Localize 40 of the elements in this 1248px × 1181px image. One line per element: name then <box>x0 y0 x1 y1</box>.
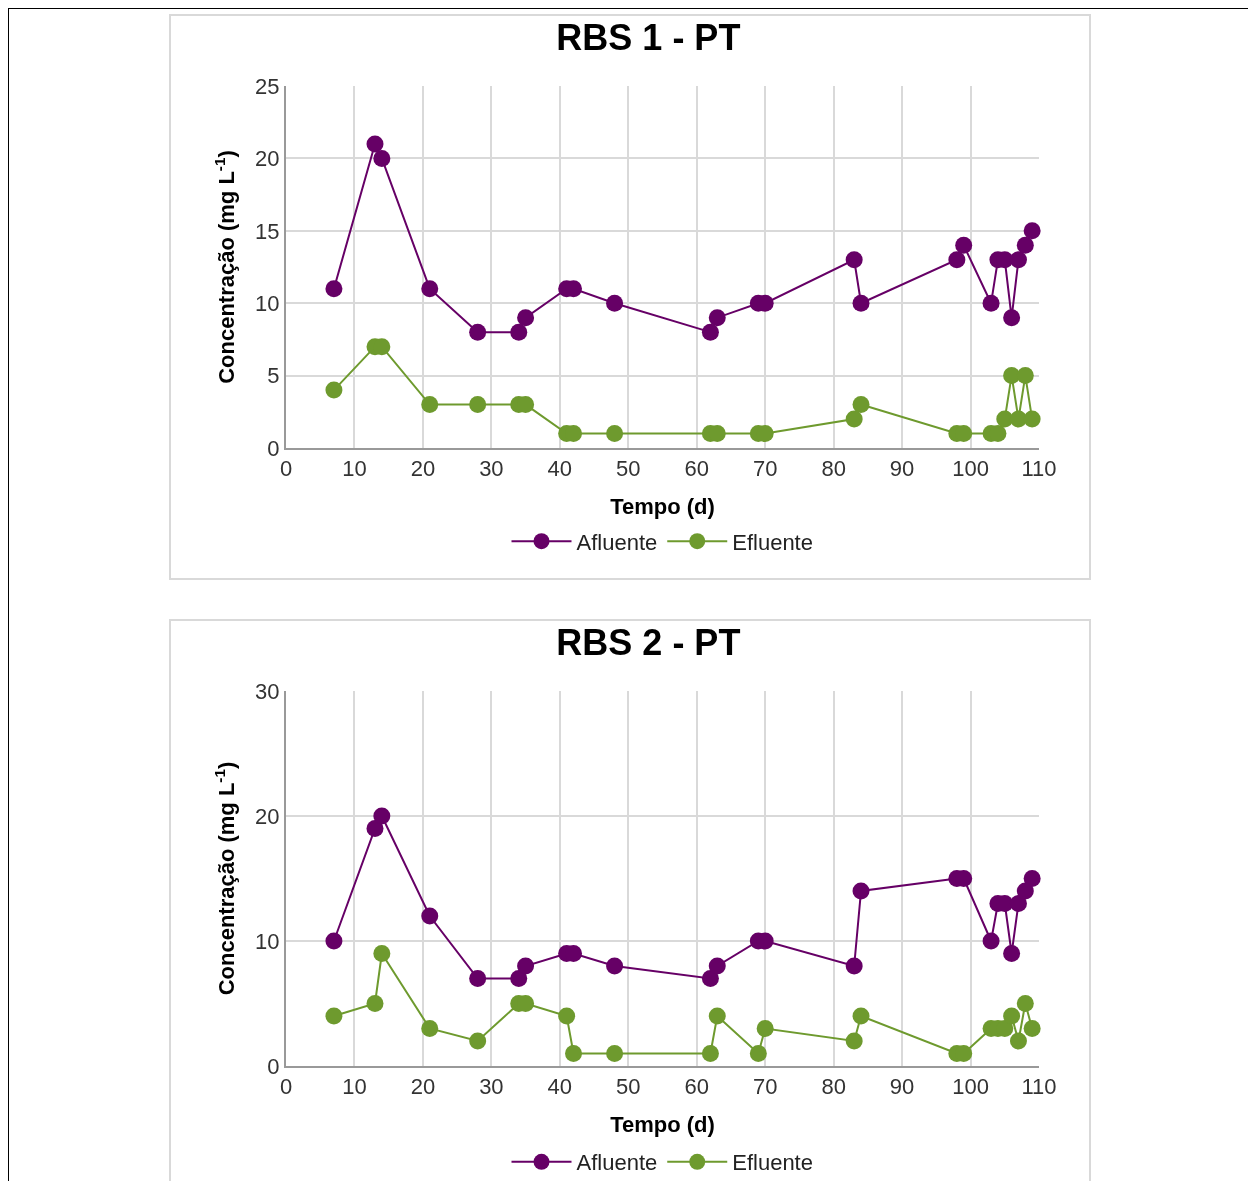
legend-label: Afluente <box>576 1150 658 1176</box>
x-tick-label: 90 <box>889 1074 915 1100</box>
y-tick-label: 10 <box>255 290 280 316</box>
x-tick-label: 10 <box>342 456 367 482</box>
y-tick-label: 15 <box>255 218 280 244</box>
x-tick-label: 70 <box>752 1074 778 1100</box>
x-tick-label: 30 <box>479 1074 504 1100</box>
x-tick-label: 60 <box>684 456 709 482</box>
y-tick-label: 0 <box>267 435 280 461</box>
x-tick-label: 70 <box>752 456 778 482</box>
x-axis-title: Tempo (d) <box>610 1111 715 1137</box>
x-axis-title: Tempo (d) <box>610 493 715 519</box>
legend-label: Efluente <box>732 1150 813 1176</box>
y-tick-label: 0 <box>267 1053 280 1079</box>
x-tick-label: 50 <box>616 1074 641 1100</box>
legend-label: Afluente <box>576 529 658 555</box>
x-tick-label: 80 <box>821 1074 846 1100</box>
x-tick-label: 90 <box>889 456 915 482</box>
x-tick-label: 100 <box>952 456 989 482</box>
x-tick-label: 30 <box>479 456 504 482</box>
x-tick-label: 60 <box>684 1074 709 1100</box>
chart-title: RBS 2 - PT <box>556 621 741 663</box>
x-tick-label: 40 <box>547 456 573 482</box>
y-tick-label: 5 <box>267 363 280 389</box>
chart-title: RBS 1 - PT <box>556 16 741 58</box>
y-tick-label: 10 <box>255 928 280 954</box>
x-tick-label: 110 <box>1021 456 1057 482</box>
y-tick-label: 20 <box>255 146 280 172</box>
x-tick-label: 110 <box>1021 1074 1057 1100</box>
x-tick-label: 80 <box>821 456 846 482</box>
x-tick-label: 100 <box>952 1074 989 1100</box>
x-tick-label: 20 <box>410 1074 436 1100</box>
x-tick-label: 20 <box>410 456 436 482</box>
legend-label: Efluente <box>732 529 813 555</box>
x-tick-label: 10 <box>342 1074 367 1100</box>
y-tick-label: 30 <box>255 678 280 704</box>
y-tick-label: 20 <box>255 803 280 829</box>
x-tick-label: 40 <box>547 1074 573 1100</box>
x-tick-label: 50 <box>616 456 641 482</box>
y-tick-label: 25 <box>255 73 280 99</box>
